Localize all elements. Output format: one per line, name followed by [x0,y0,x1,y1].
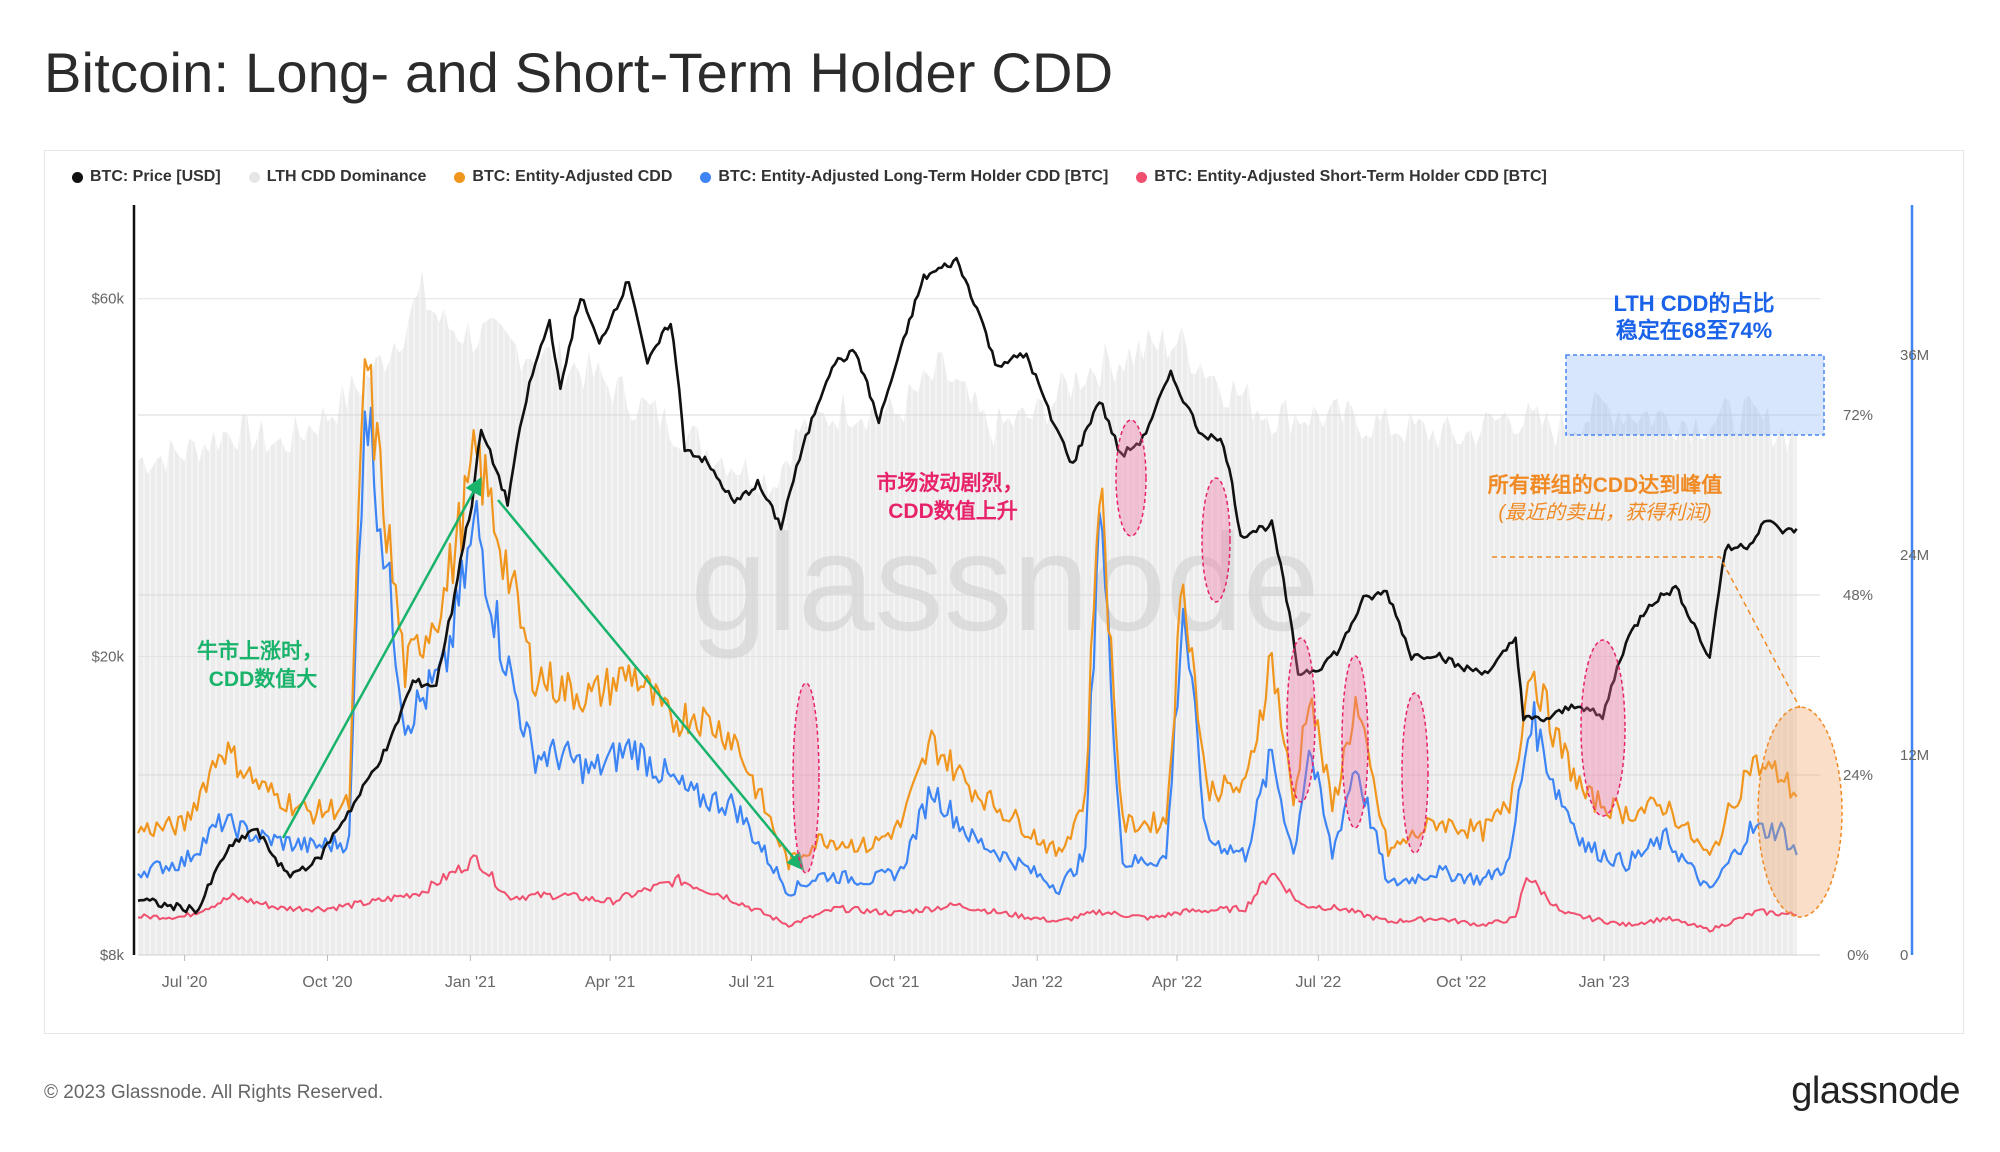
legend-item-dominance[interactable]: LTH CDD Dominance [248,168,427,186]
legend-item-sth[interactable]: BTC: Entity-Adjusted Short-Term Holder C… [1136,168,1547,186]
legend: BTC: Price [USD] LTH CDD Dominance BTC: … [72,166,1547,188]
legend-dot-sth [1136,171,1148,183]
legend-label-cdd: BTC: Entity-Adjusted CDD [472,168,673,185]
legend-item-lth[interactable]: BTC: Entity-Adjusted Long-Term Holder CD… [700,168,1108,186]
footer-logo[interactable]: glassnode [1791,1070,1960,1112]
chart-frame [44,150,1964,1034]
legend-item-cdd[interactable]: BTC: Entity-Adjusted CDD [454,168,672,186]
legend-label-sth: BTC: Entity-Adjusted Short-Term Holder C… [1154,168,1547,185]
legend-dot-cdd [454,171,466,183]
legend-label-lth: BTC: Entity-Adjusted Long-Term Holder CD… [718,168,1109,185]
legend-dot-dominance [248,171,260,183]
footer-copyright: © 2023 Glassnode. All Rights Reserved. [44,1082,384,1103]
legend-label-price: BTC: Price [USD] [90,168,221,185]
page-title: Bitcoin: Long- and Short-Term Holder CDD [44,41,1114,104]
legend-item-price[interactable]: BTC: Price [USD] [72,168,221,186]
legend-dot-price [72,171,83,183]
legend-label-dominance: LTH CDD Dominance [266,168,427,185]
legend-dot-lth [700,171,712,183]
